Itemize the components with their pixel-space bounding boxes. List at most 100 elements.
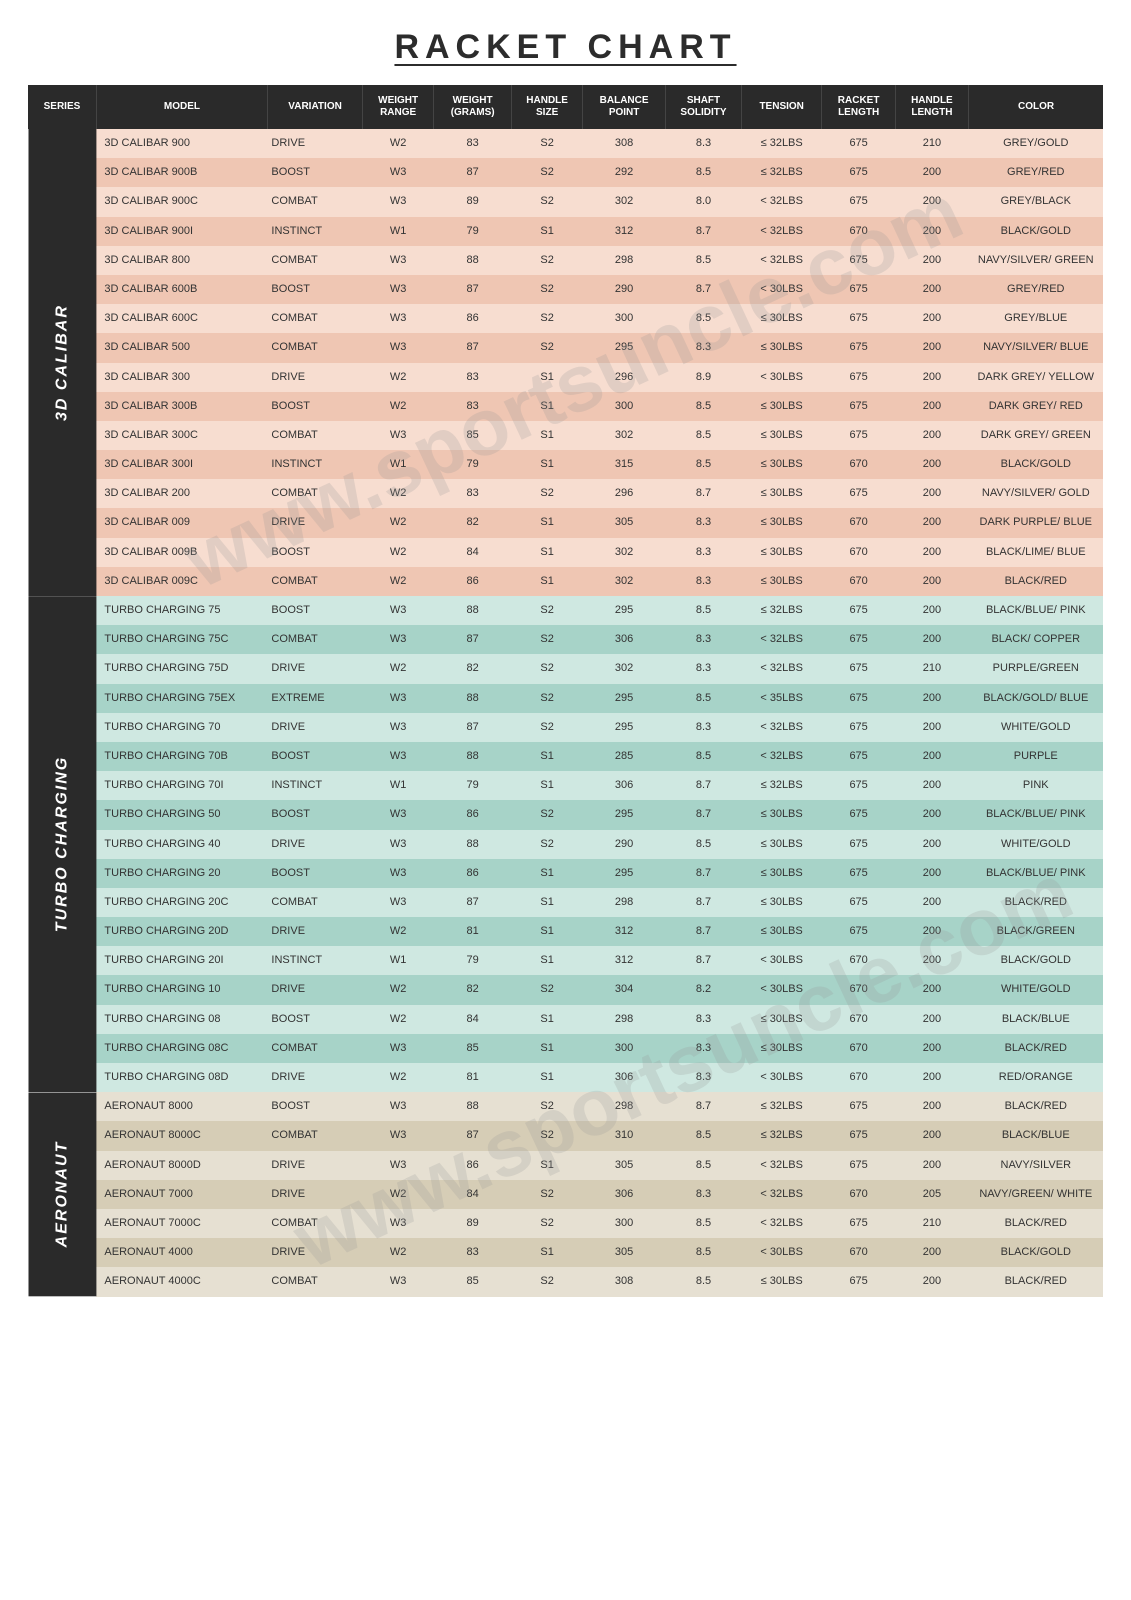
cell-hl: 200 <box>895 1092 968 1121</box>
cell-bp: 292 <box>583 158 666 187</box>
cell-hl: 200 <box>895 333 968 362</box>
cell-bp: 300 <box>583 392 666 421</box>
cell-bp: 302 <box>583 538 666 567</box>
cell-color: BLACK/RED <box>969 567 1103 596</box>
table-row: TURBO CHARGING 70DRIVEW387S22958.3< 32LB… <box>28 713 1103 742</box>
cell-wg: 84 <box>434 538 512 567</box>
cell-ss: 8.3 <box>666 538 742 567</box>
cell-bp: 295 <box>583 713 666 742</box>
cell-rl: 675 <box>822 596 895 625</box>
cell-wr: W2 <box>363 479 434 508</box>
cell-bp: 312 <box>583 217 666 246</box>
cell-wr: W3 <box>363 800 434 829</box>
col-header: HANDLE SIZE <box>512 85 583 129</box>
cell-wg: 88 <box>434 742 512 771</box>
cell-tension: ≤ 30LBS <box>741 479 822 508</box>
cell-wr: W3 <box>363 625 434 654</box>
cell-bp: 306 <box>583 625 666 654</box>
cell-wr: W2 <box>363 363 434 392</box>
cell-model: 3D CALIBAR 300C <box>96 421 267 450</box>
cell-tension: ≤ 30LBS <box>741 800 822 829</box>
cell-model: AERONAUT 8000 <box>96 1092 267 1121</box>
cell-variation: COMBAT <box>267 246 362 275</box>
cell-ss: 8.3 <box>666 567 742 596</box>
cell-tension: < 30LBS <box>741 363 822 392</box>
cell-model: AERONAUT 8000C <box>96 1121 267 1150</box>
table-row: 3D CALIBAR 500COMBATW387S22958.3≤ 30LBS6… <box>28 333 1103 362</box>
cell-variation: BOOST <box>267 742 362 771</box>
cell-rl: 675 <box>822 1267 895 1296</box>
cell-model: 3D CALIBAR 900B <box>96 158 267 187</box>
cell-color: BLACK/BLUE <box>969 1121 1103 1150</box>
table-row: TURBO CHARGING 08BOOSTW284S12988.3≤ 30LB… <box>28 1005 1103 1034</box>
cell-rl: 670 <box>822 508 895 537</box>
table-row: AERONAUT 8000DDRIVEW386S13058.5< 32LBS67… <box>28 1151 1103 1180</box>
cell-bp: 295 <box>583 800 666 829</box>
cell-color: BLACK/RED <box>969 1034 1103 1063</box>
cell-tension: < 32LBS <box>741 187 822 216</box>
cell-hl: 200 <box>895 888 968 917</box>
table-row: TURBO CHARGING 70BBOOSTW388S12858.5< 32L… <box>28 742 1103 771</box>
cell-model: 3D CALIBAR 900C <box>96 187 267 216</box>
cell-model: 3D CALIBAR 200 <box>96 479 267 508</box>
cell-wg: 86 <box>434 567 512 596</box>
table-row: AERONAUT 4000DRIVEW283S13058.5< 30LBS670… <box>28 1238 1103 1267</box>
table-row: 3D CALIBAR3D CALIBAR 900DRIVEW283S23088.… <box>28 129 1103 158</box>
cell-color: GREY/BLUE <box>969 304 1103 333</box>
table-row: 3D CALIBAR 300CCOMBATW385S13028.5≤ 30LBS… <box>28 421 1103 450</box>
cell-model: 3D CALIBAR 300I <box>96 450 267 479</box>
cell-rl: 670 <box>822 1063 895 1092</box>
series-label: TURBO CHARGING <box>28 596 96 1092</box>
cell-ss: 8.7 <box>666 217 742 246</box>
cell-variation: INSTINCT <box>267 771 362 800</box>
cell-tension: < 32LBS <box>741 1180 822 1209</box>
cell-color: BLACK/BLUE <box>969 1005 1103 1034</box>
table-row: TURBO CHARGING 20CCOMBATW387S12988.7≤ 30… <box>28 888 1103 917</box>
cell-model: 3D CALIBAR 600C <box>96 304 267 333</box>
cell-tension: ≤ 30LBS <box>741 567 822 596</box>
cell-wg: 86 <box>434 304 512 333</box>
cell-variation: BOOST <box>267 596 362 625</box>
cell-bp: 306 <box>583 1180 666 1209</box>
cell-color: GREY/RED <box>969 158 1103 187</box>
cell-hs: S1 <box>512 1238 583 1267</box>
cell-model: 3D CALIBAR 900I <box>96 217 267 246</box>
col-header: MODEL <box>96 85 267 129</box>
cell-bp: 302 <box>583 654 666 683</box>
cell-model: 3D CALIBAR 009 <box>96 508 267 537</box>
cell-color: WHITE/GOLD <box>969 975 1103 1004</box>
cell-variation: COMBAT <box>267 1121 362 1150</box>
cell-bp: 290 <box>583 275 666 304</box>
cell-variation: COMBAT <box>267 479 362 508</box>
cell-hl: 200 <box>895 1267 968 1296</box>
cell-variation: DRIVE <box>267 1180 362 1209</box>
cell-tension: < 32LBS <box>741 625 822 654</box>
cell-wg: 83 <box>434 1238 512 1267</box>
cell-hl: 200 <box>895 508 968 537</box>
col-header: BALANCE POINT <box>583 85 666 129</box>
cell-bp: 295 <box>583 596 666 625</box>
col-header: RACKET LENGTH <box>822 85 895 129</box>
cell-hs: S1 <box>512 1151 583 1180</box>
cell-variation: DRIVE <box>267 363 362 392</box>
cell-color: WHITE/GOLD <box>969 830 1103 859</box>
cell-ss: 8.7 <box>666 888 742 917</box>
cell-rl: 675 <box>822 654 895 683</box>
cell-variation: BOOST <box>267 392 362 421</box>
cell-model: TURBO CHARGING 20D <box>96 917 267 946</box>
cell-wr: W3 <box>363 859 434 888</box>
cell-color: NAVY/SILVER/ GREEN <box>969 246 1103 275</box>
cell-rl: 670 <box>822 1005 895 1034</box>
cell-ss: 8.5 <box>666 1267 742 1296</box>
cell-color: DARK GREY/ YELLOW <box>969 363 1103 392</box>
cell-color: BLACK/ COPPER <box>969 625 1103 654</box>
cell-model: TURBO CHARGING 10 <box>96 975 267 1004</box>
cell-color: NAVY/SILVER/ GOLD <box>969 479 1103 508</box>
cell-wr: W1 <box>363 771 434 800</box>
cell-variation: INSTINCT <box>267 217 362 246</box>
cell-model: 3D CALIBAR 009B <box>96 538 267 567</box>
cell-hs: S1 <box>512 859 583 888</box>
cell-hl: 200 <box>895 1005 968 1034</box>
cell-bp: 306 <box>583 1063 666 1092</box>
cell-ss: 8.3 <box>666 625 742 654</box>
